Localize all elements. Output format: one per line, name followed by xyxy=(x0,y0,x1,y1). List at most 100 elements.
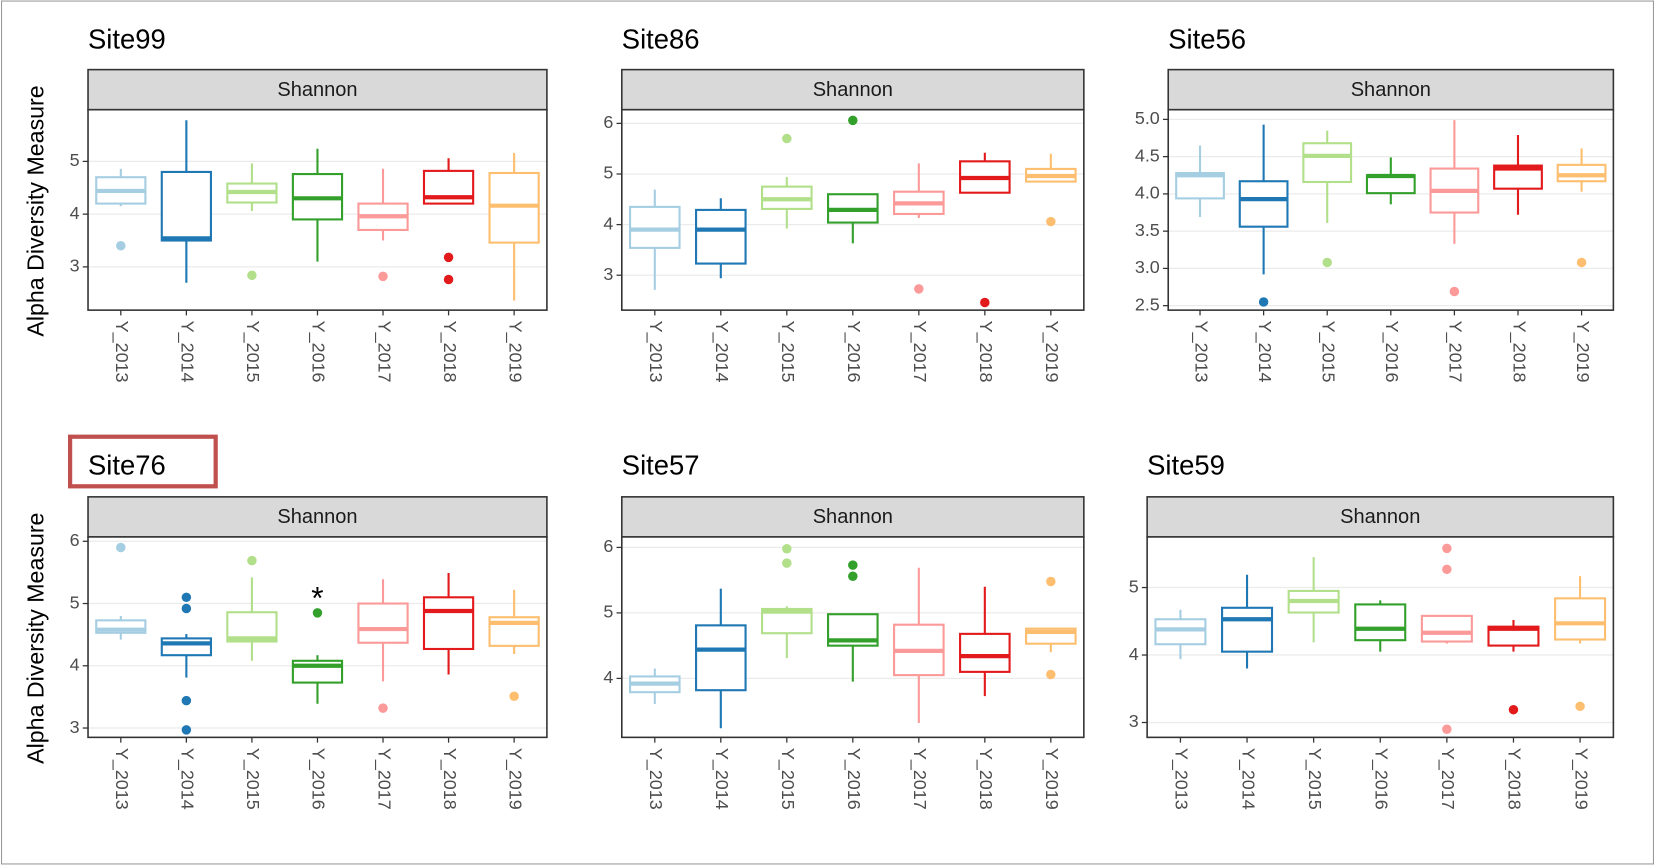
box xyxy=(1493,164,1543,190)
outlier xyxy=(1322,257,1332,268)
x-tick-label: Y_2017 xyxy=(373,748,394,810)
outlier xyxy=(1046,669,1056,680)
chart-title: Site76 xyxy=(88,450,166,481)
significance-label: * xyxy=(311,580,323,616)
x-tick-label: Y_2014 xyxy=(711,321,732,383)
y-tick-label: 4 xyxy=(1129,644,1139,664)
outlier xyxy=(378,703,388,713)
panel-border xyxy=(621,536,1085,739)
outlier xyxy=(1258,297,1269,307)
box xyxy=(357,602,409,644)
x-tick-label: Y_2016 xyxy=(308,321,329,383)
x-tick-label: Y_2017 xyxy=(373,321,394,383)
outlier xyxy=(782,543,792,554)
panel-border xyxy=(87,536,548,739)
facet-label: Shannon xyxy=(1351,79,1431,101)
box xyxy=(628,205,681,249)
x-tick-label: Y_2017 xyxy=(909,321,930,383)
y-tick-label: 5 xyxy=(603,602,613,622)
y-tick-label: 5 xyxy=(70,592,80,612)
outlier xyxy=(1442,724,1452,735)
box xyxy=(1221,606,1274,653)
panel-border xyxy=(1146,536,1615,739)
chart-title: Site86 xyxy=(622,24,700,55)
facet-label: Shannon xyxy=(813,79,893,101)
outlier xyxy=(1576,257,1587,268)
y-axis-label: Alpha Diversity Measure xyxy=(23,513,49,764)
box xyxy=(422,596,475,651)
x-tick-label: Y_2016 xyxy=(1371,748,1392,810)
outlier xyxy=(1449,286,1460,297)
outlier xyxy=(1442,564,1452,575)
box xyxy=(1554,597,1607,641)
x-tick-label: Y_2019 xyxy=(1570,748,1591,810)
box xyxy=(694,624,747,692)
x-tick-label: Y_2016 xyxy=(1381,321,1402,383)
outlier xyxy=(116,241,126,251)
panel-border xyxy=(621,108,1085,311)
outlier xyxy=(312,608,323,618)
outlier xyxy=(181,725,192,735)
box xyxy=(694,208,747,265)
facet-label: Shannon xyxy=(277,506,357,528)
y-tick-label: 3.5 xyxy=(1135,220,1160,240)
y-tick-label: 4 xyxy=(70,655,80,675)
x-tick-label: Y_2016 xyxy=(843,321,864,383)
outlier xyxy=(1046,576,1056,587)
outlier xyxy=(181,695,192,706)
x-tick-label: Y_2015 xyxy=(1317,321,1338,383)
outlier xyxy=(181,592,192,603)
outlier xyxy=(443,252,454,263)
outlier xyxy=(782,558,792,568)
box xyxy=(160,170,212,242)
facet-strip xyxy=(87,68,548,111)
x-tick-label: Y_2017 xyxy=(1437,748,1458,810)
x-tick-label: Y_2016 xyxy=(843,748,864,810)
outlier xyxy=(181,603,192,614)
x-tick-label: Y_2015 xyxy=(1304,748,1325,810)
chart-title: Site59 xyxy=(1147,450,1225,481)
x-tick-label: Y_2019 xyxy=(1041,748,1062,810)
outlier xyxy=(1508,704,1519,715)
outlier xyxy=(116,542,126,553)
x-tick-label: Y_2015 xyxy=(777,321,798,383)
facet-strip xyxy=(1146,496,1615,538)
panel-border xyxy=(1167,108,1615,311)
x-tick-label: Y_2013 xyxy=(1190,321,1211,383)
x-tick-label: Y_2019 xyxy=(504,321,525,383)
y-tick-label: 4.5 xyxy=(1135,145,1160,165)
outlier xyxy=(1046,216,1056,227)
x-tick-label: Y_2018 xyxy=(439,321,460,383)
panel-border xyxy=(87,108,548,311)
x-tick-label: Y_2013 xyxy=(645,748,666,810)
x-tick-label: Y_2013 xyxy=(1171,748,1192,810)
x-tick-label: Y_2015 xyxy=(242,321,263,383)
x-tick-label: Y_2014 xyxy=(177,321,198,383)
outlier xyxy=(443,274,454,285)
y-tick-label: 6 xyxy=(603,112,613,132)
x-tick-label: Y_2016 xyxy=(308,748,329,810)
x-tick-label: Y_2014 xyxy=(1254,321,1275,383)
x-tick-label: Y_2014 xyxy=(711,748,732,810)
box xyxy=(959,632,1011,673)
x-tick-label: Y_2019 xyxy=(1041,321,1062,383)
facet-label: Shannon xyxy=(277,79,357,101)
box xyxy=(1354,603,1407,642)
outlier xyxy=(848,560,858,570)
highlight-frame xyxy=(67,434,218,489)
x-tick-label: Y_2019 xyxy=(504,748,525,810)
x-tick-label: Y_2018 xyxy=(1504,748,1525,810)
outlier xyxy=(509,691,519,702)
facet-label: Shannon xyxy=(813,506,893,528)
x-tick-label: Y_2013 xyxy=(111,748,132,810)
facet-strip xyxy=(87,496,548,538)
x-tick-label: Y_2019 xyxy=(1572,321,1593,383)
y-tick-label: 5 xyxy=(1129,576,1139,596)
y-tick-label: 6 xyxy=(603,536,613,556)
y-tick-label: 3.0 xyxy=(1135,257,1160,277)
x-tick-label: Y_2018 xyxy=(975,321,996,383)
y-tick-label: 3 xyxy=(70,717,80,737)
box xyxy=(1556,163,1607,183)
outlier xyxy=(848,571,858,581)
y-axis-label: Alpha Diversity Measure xyxy=(23,85,49,336)
